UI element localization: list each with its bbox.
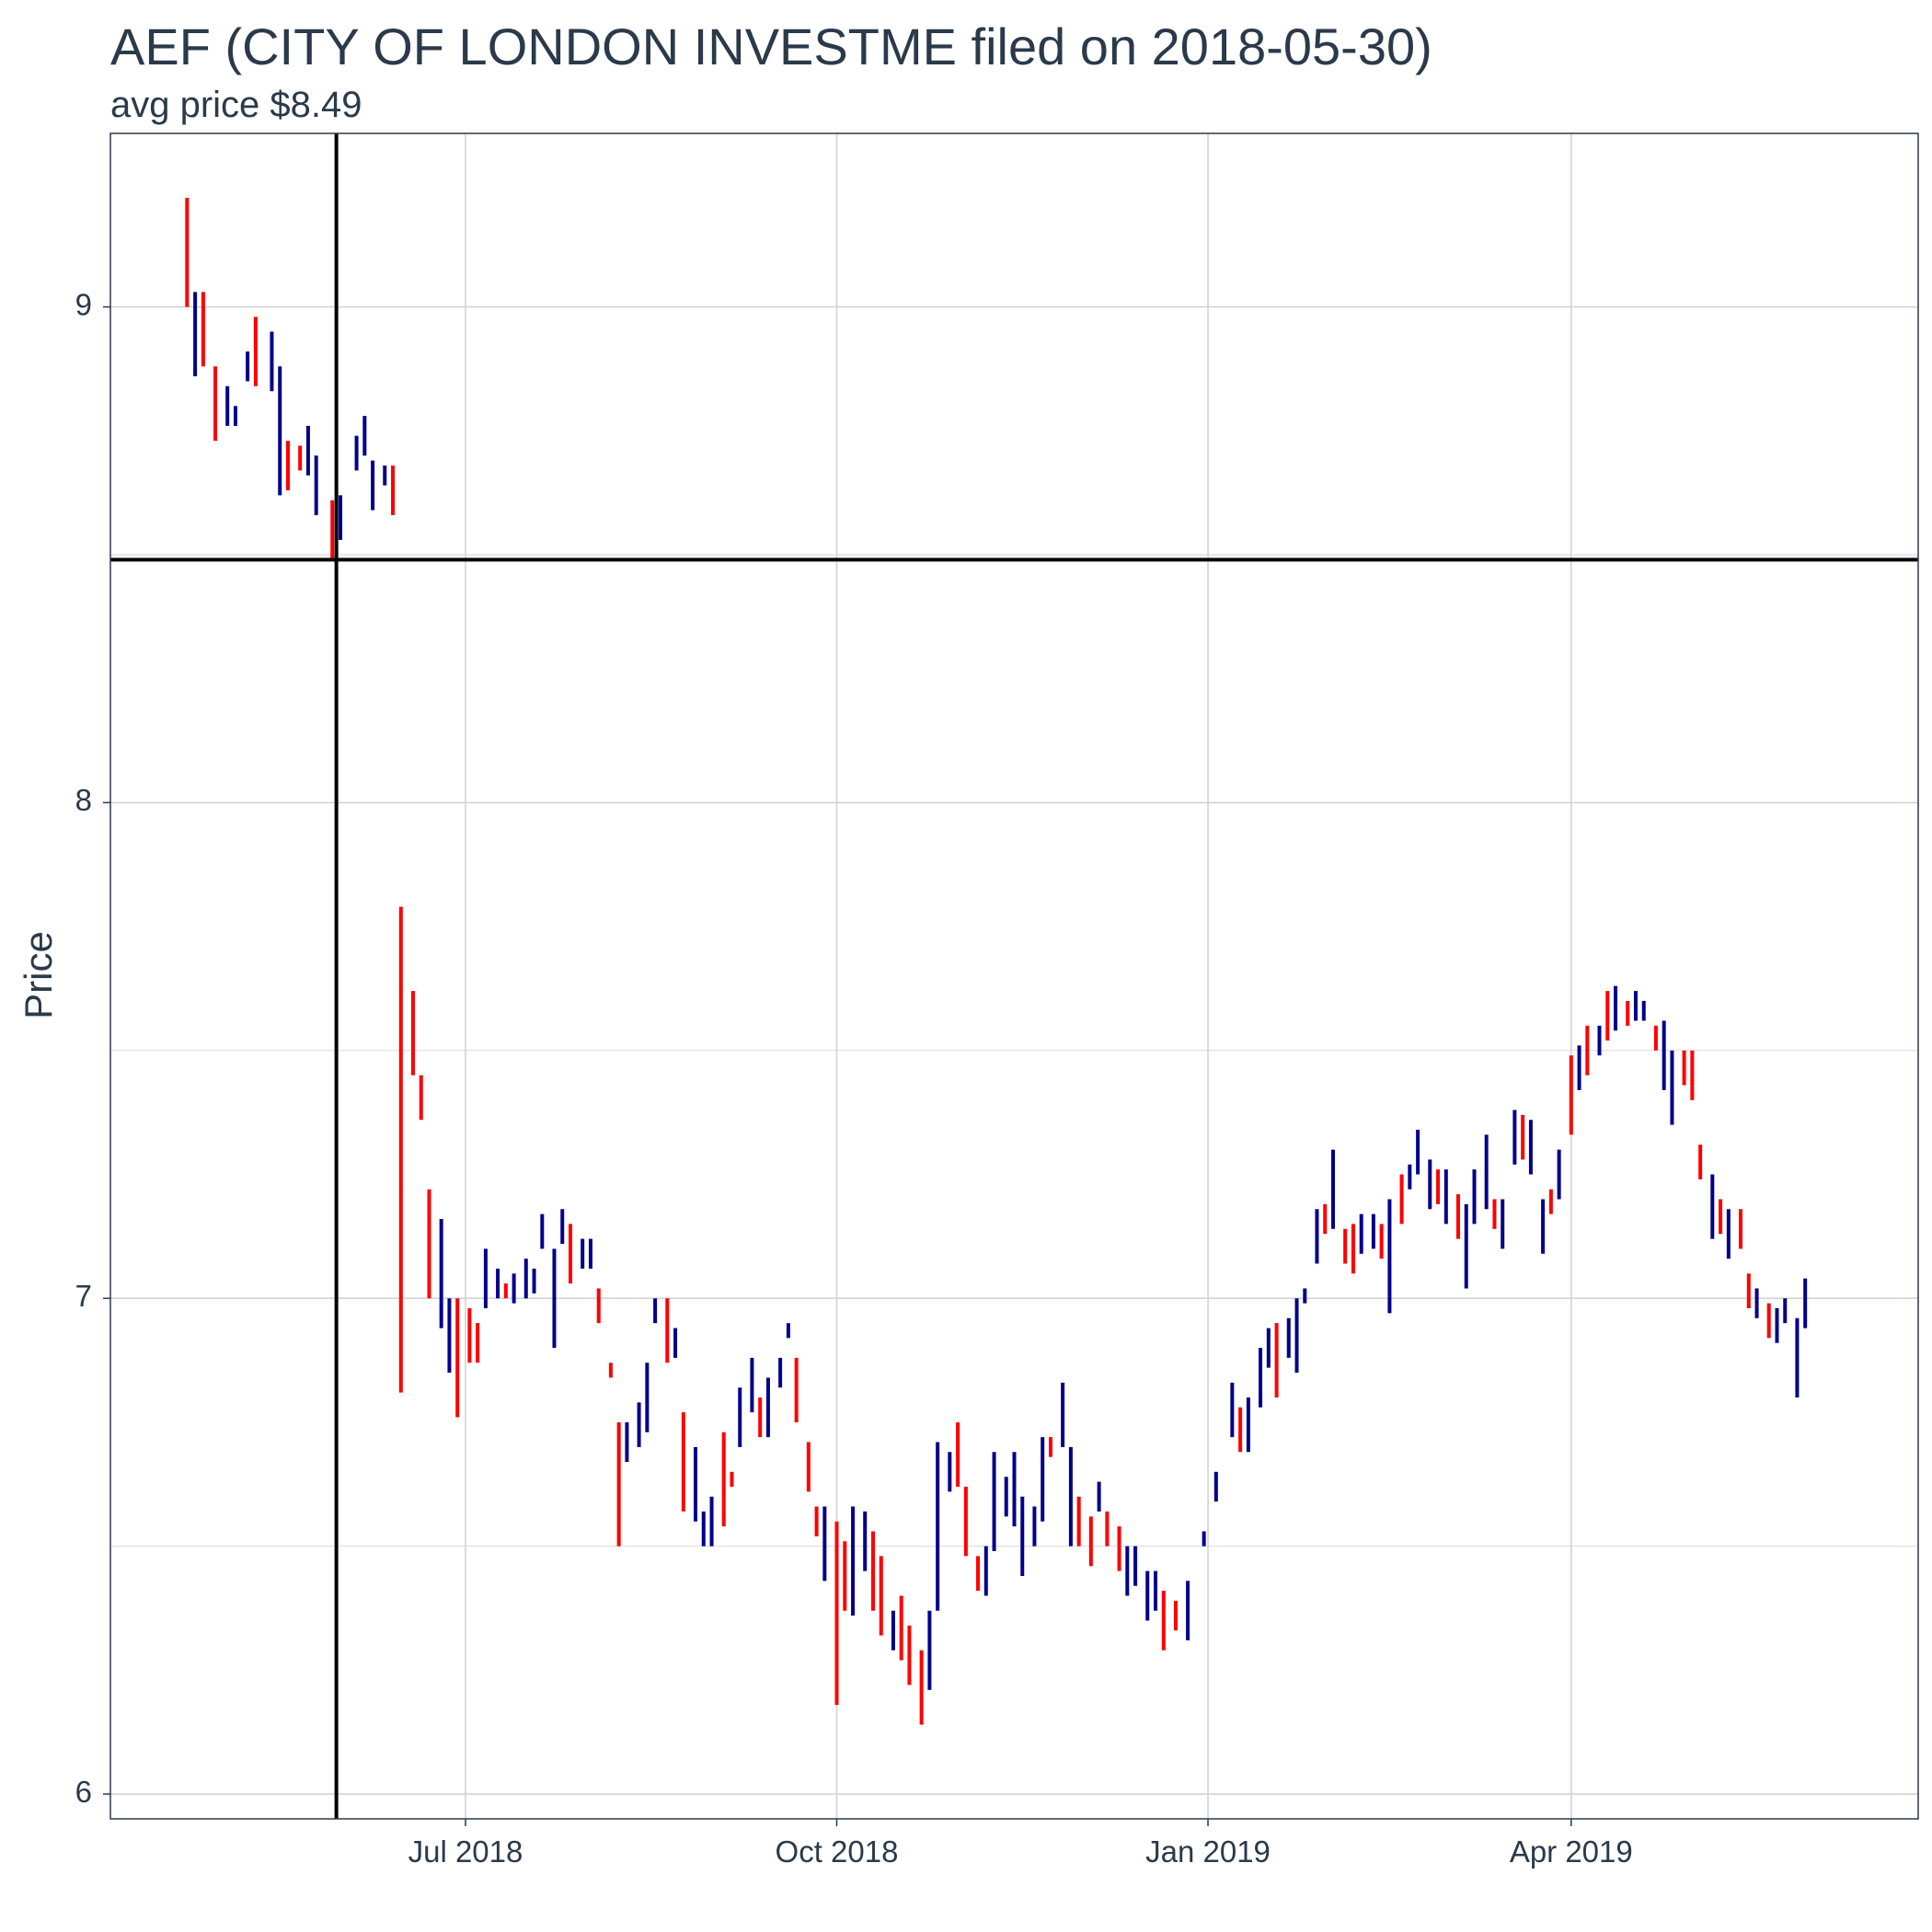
x-axis-ticks: Jul 2018 Oct 2018 Jan 2019 Apr 2019 — [408, 1819, 1633, 1869]
plot-frame — [109, 132, 1919, 1820]
x-tick-label: Apr 2019 — [1510, 1834, 1633, 1869]
chart-title: AEF (CITY OF LONDON INVESTME filed on 20… — [110, 17, 1432, 75]
price-segments — [185, 198, 1808, 1725]
y-tick-label: 9 — [75, 287, 92, 321]
x-tick-label: Jan 2019 — [1145, 1834, 1271, 1869]
y-tick-label: 7 — [75, 1279, 92, 1313]
x-tick-label: Oct 2018 — [776, 1834, 899, 1869]
x-tick-label: Jul 2018 — [408, 1834, 523, 1869]
y-tick-label: 8 — [75, 783, 92, 817]
chart-subtitle: avg price $8.49 — [110, 85, 362, 125]
y-axis-ticks: 6 7 8 9 — [75, 287, 110, 1809]
grid-lines — [110, 133, 1918, 1819]
y-tick-label: 6 — [75, 1775, 92, 1809]
reference-lines — [110, 133, 1918, 1819]
